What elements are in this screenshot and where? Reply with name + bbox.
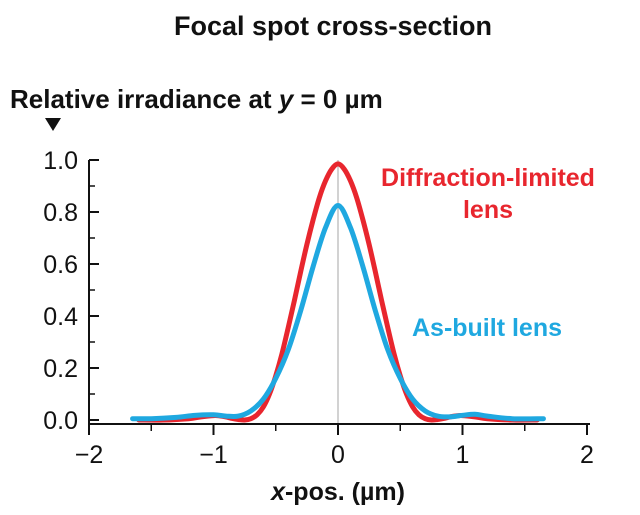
- y-tick-label: 0.8: [43, 199, 78, 227]
- legend-as-built-line-1: As-built lens: [412, 314, 562, 342]
- legend-as-built: As-built lens: [412, 314, 562, 342]
- legend-diffraction-line-1: Diffraction-limited: [381, 164, 595, 192]
- y-ticks: 0.0 0.2 0.4 0.6 0.8 1.0: [43, 147, 99, 435]
- y-axis-arrow-icon: [45, 118, 61, 131]
- x-tick-label: −2: [75, 441, 104, 469]
- chart-title: Focal spot cross-section: [174, 11, 492, 41]
- legend-diffraction-line-2: lens: [463, 196, 513, 224]
- x-axis-label-var: x: [269, 478, 286, 506]
- y-tick-label: 0.0: [43, 407, 78, 435]
- y-axis-label-suffix: = 0 µm: [293, 84, 382, 114]
- x-tick-label: −1: [199, 441, 228, 469]
- series-line-diffraction-limited: [136, 161, 540, 423]
- legend-diffraction-limited: Diffraction-limited lens: [381, 164, 595, 224]
- y-axis-label: Relative irradiance at y = 0 µm: [10, 84, 383, 114]
- y-axis-label-var: y: [277, 84, 295, 114]
- x-axis-label: x-pos. (µm): [269, 478, 405, 506]
- x-tick-label: 2: [580, 441, 594, 469]
- y-tick-label: 0.2: [43, 355, 78, 383]
- x-ticks: −2 −1 0 1 2: [75, 424, 594, 469]
- series-lines: [130, 161, 546, 423]
- y-tick-label: 0.6: [43, 251, 78, 279]
- x-tick-label: 1: [456, 441, 470, 469]
- x-tick-label: 0: [331, 441, 345, 469]
- y-tick-label: 1.0: [43, 147, 78, 175]
- series-line-as-built: [130, 203, 546, 422]
- x-axis-label-suffix: -pos. (µm): [285, 478, 405, 506]
- y-tick-label: 0.4: [43, 303, 78, 331]
- y-axis-label-prefix: Relative irradiance at: [10, 84, 279, 114]
